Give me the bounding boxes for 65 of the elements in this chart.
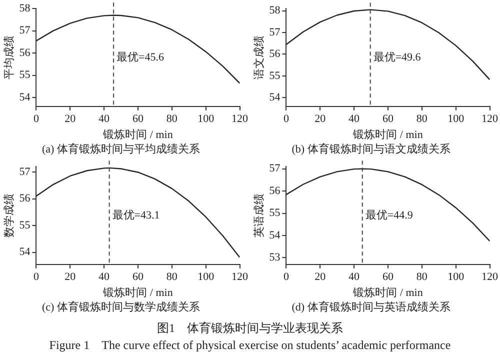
y-tick-label: 53	[269, 252, 281, 264]
x-tick-label: 0	[283, 270, 290, 283]
x-axis-title: 锻炼时间 / min	[352, 286, 424, 300]
y-tick-label: 56	[19, 192, 31, 205]
x-tick-label: 0	[33, 112, 40, 125]
x-tick-label: 40	[98, 112, 110, 125]
caption: Figure 1 The curve effect of physical exercise on students’ academic performance	[48, 337, 452, 354]
text: (a) 体育锻炼时间与平均成绩关系	[42, 142, 200, 156]
x-tick-label: 20	[64, 112, 76, 125]
text: (d) 体育锻炼时间与英语成绩关系	[292, 300, 450, 314]
x-tick-label: 100	[448, 270, 465, 283]
text: (c) 体育锻炼时间与数学成绩关系	[42, 300, 200, 314]
x-tick-label: 60	[132, 112, 144, 125]
x-tick-label: 120	[232, 112, 248, 125]
x-axis-title: 锻炼时间 / min	[102, 286, 174, 300]
text: 图1 体育锻炼时间与学业表现关系	[156, 320, 344, 337]
x-tick-label: 60	[382, 112, 394, 125]
x-tick-label: 100	[448, 112, 465, 125]
y-tick-label: 54	[19, 91, 31, 104]
x-tick-label: 80	[416, 270, 428, 283]
y-tick-label: 56	[19, 46, 31, 59]
x-tick-label: 20	[314, 112, 326, 125]
x-tick-label: 60	[132, 270, 144, 283]
y-tick-label: 54	[269, 92, 281, 104]
y-tick-label: 56	[269, 48, 281, 60]
x-tick-label: 120	[482, 112, 498, 125]
y-tick-label: 57	[269, 162, 281, 175]
text: (b) 体育锻炼时间与语文成绩关系	[292, 142, 450, 156]
y-tick-label: 56	[269, 184, 281, 197]
x-tick-label: 40	[98, 270, 110, 283]
y-tick-label: 54	[19, 246, 31, 258]
x-tick-label: 80	[166, 270, 178, 283]
x-tick-label: 40	[348, 112, 360, 125]
x-tick-label: 100	[198, 112, 215, 125]
y-tick-label: 57	[19, 24, 31, 37]
y-tick-label: 55	[269, 207, 281, 220]
x-tick-label: 60	[382, 270, 394, 283]
y-axis-title: 英语成绩	[252, 194, 266, 238]
ref-line-label: 最优=45.6	[116, 51, 165, 64]
x-tick-label: 120	[482, 270, 498, 283]
ref-line-label: 最优=49.6	[373, 51, 422, 64]
x-tick-label: 0	[283, 112, 290, 125]
ref-line-label: 最优=44.9	[365, 209, 414, 222]
x-axis-title: 锻炼时间 / min	[102, 128, 174, 142]
y-tick-label: 54	[269, 229, 281, 242]
x-tick-label: 0	[33, 270, 40, 283]
ref-line-label: 最优=43.1	[112, 209, 160, 222]
x-tick-label: 120	[232, 270, 248, 283]
y-tick-label: 57	[19, 166, 31, 178]
y-axis-title: 平均成绩	[2, 36, 16, 80]
x-tick-label: 20	[64, 270, 76, 283]
y-axis-title: 语文成绩	[252, 36, 266, 80]
x-tick-label: 100	[198, 270, 215, 283]
x-tick-label: 80	[166, 112, 178, 125]
x-tick-label: 20	[314, 270, 326, 283]
x-axis-title: 锻炼时间 / min	[352, 128, 424, 142]
y-tick-label: 58	[19, 2, 31, 14]
y-tick-label: 58	[269, 4, 281, 17]
y-tick-label: 55	[19, 219, 31, 232]
y-axis-title: 数学成绩	[2, 194, 16, 238]
y-tick-label: 57	[269, 26, 281, 38]
y-tick-label: 55	[269, 70, 281, 82]
y-tick-label: 55	[19, 69, 31, 82]
x-tick-label: 80	[416, 112, 428, 125]
x-tick-label: 40	[348, 270, 360, 283]
